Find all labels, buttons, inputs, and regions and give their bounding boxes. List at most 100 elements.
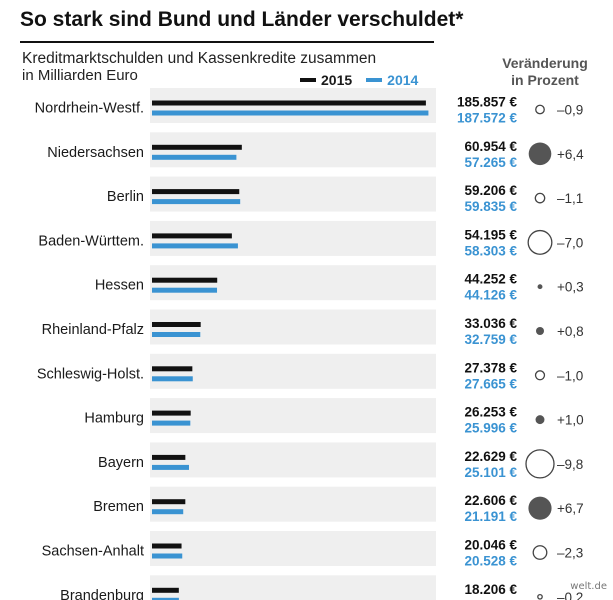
category-label: Brandenburg bbox=[60, 588, 144, 600]
change-label: –9,8 bbox=[557, 457, 583, 472]
row-band bbox=[150, 575, 436, 600]
row-band bbox=[150, 353, 436, 389]
bar-2015 bbox=[152, 100, 426, 106]
value-label-2015: 54.195 € bbox=[464, 227, 517, 242]
change-label: –1,1 bbox=[557, 191, 583, 206]
value-label-2014: 18.249 € bbox=[464, 598, 517, 600]
category-label: Niedersachsen bbox=[47, 145, 144, 161]
value-label-2015: 185.857 € bbox=[457, 95, 518, 110]
value-label-2015: 59.206 € bbox=[464, 183, 517, 198]
bar-2014 bbox=[152, 243, 238, 249]
value-label-2015: 22.606 € bbox=[464, 493, 517, 508]
bar-2015 bbox=[152, 454, 186, 460]
value-label-2015: 20.046 € bbox=[464, 538, 517, 553]
bar-2015 bbox=[152, 499, 186, 505]
bar-2015 bbox=[152, 233, 232, 239]
category-label: Baden-Württem. bbox=[38, 233, 144, 249]
legend: 2015 2014 bbox=[300, 72, 432, 88]
change-bubble-negative bbox=[525, 449, 555, 479]
category-label: Hessen bbox=[95, 278, 144, 294]
change-label: –0,9 bbox=[557, 103, 583, 118]
change-bubble-positive bbox=[537, 284, 543, 290]
bar-2014 bbox=[152, 110, 429, 116]
value-label-2014: 187.572 € bbox=[457, 111, 518, 126]
change-bubble-negative bbox=[534, 370, 546, 381]
value-label-2015: 18.206 € bbox=[464, 582, 517, 597]
change-label: +6,7 bbox=[557, 501, 584, 516]
bar-2015 bbox=[152, 277, 218, 283]
bar-2014 bbox=[152, 420, 191, 426]
bar-2014 bbox=[152, 332, 201, 337]
bar-2015 bbox=[152, 189, 240, 195]
bar-2014 bbox=[152, 287, 218, 293]
value-label-2015: 27.378 € bbox=[464, 360, 517, 375]
value-label-2015: 33.036 € bbox=[464, 316, 517, 331]
value-label-2015: 22.629 € bbox=[464, 449, 517, 464]
legend-swatch-2015 bbox=[300, 78, 316, 82]
watermark: welt.de bbox=[570, 581, 607, 592]
title-underline bbox=[20, 41, 434, 43]
row-band bbox=[150, 398, 436, 434]
legend-label-2015: 2015 bbox=[321, 72, 353, 88]
change-label: +1,0 bbox=[557, 413, 584, 428]
change-label: –7,0 bbox=[557, 235, 583, 250]
bar-2014 bbox=[152, 199, 241, 205]
legend-item-2015: 2015 bbox=[300, 72, 352, 88]
change-label: +0,8 bbox=[557, 324, 584, 339]
row-band bbox=[150, 442, 436, 478]
bar-2015 bbox=[152, 587, 179, 593]
change-bubble-negative bbox=[537, 593, 543, 600]
bar-2015 bbox=[152, 543, 182, 549]
bar-2014 bbox=[152, 376, 193, 382]
value-label-2015: 44.252 € bbox=[464, 272, 517, 287]
category-label: Berlin bbox=[107, 189, 144, 205]
value-label-2014: 27.665 € bbox=[464, 376, 517, 391]
bar-2015 bbox=[152, 410, 191, 416]
change-label: –2,3 bbox=[557, 546, 583, 561]
value-label-2014: 25.996 € bbox=[464, 421, 517, 436]
row-band bbox=[150, 531, 436, 566]
change-label: –1,0 bbox=[557, 368, 583, 383]
bar-2014 bbox=[152, 553, 183, 559]
value-label-2014: 21.191 € bbox=[464, 509, 517, 524]
change-header-line1: Veränderung bbox=[502, 55, 588, 71]
change-label: –0,2 bbox=[557, 590, 583, 600]
bar-2015 bbox=[152, 366, 193, 372]
value-label-2014: 57.265 € bbox=[464, 155, 517, 170]
change-label: +6,4 bbox=[557, 147, 584, 162]
category-label: Nordrhein-Westf. bbox=[35, 101, 144, 117]
category-label: Hamburg bbox=[84, 411, 144, 427]
bar-2014 bbox=[152, 509, 184, 515]
value-label-2014: 58.303 € bbox=[464, 243, 517, 258]
change-label: +0,3 bbox=[557, 280, 584, 295]
change-bubble-negative bbox=[527, 229, 553, 255]
change-bubble-negative bbox=[534, 192, 546, 204]
value-label-2015: 60.954 € bbox=[464, 139, 517, 154]
change-bubble-positive bbox=[528, 496, 552, 520]
change-column-header: Veränderung in Prozent bbox=[480, 55, 610, 89]
chart-subtitle: Kreditmarktschulden und Kassenkredite zu… bbox=[22, 50, 377, 67]
category-label: Schleswig-Holst. bbox=[37, 366, 144, 382]
bar-2015 bbox=[152, 144, 242, 150]
value-label-2014: 25.101 € bbox=[464, 465, 517, 480]
bar-2014 bbox=[152, 597, 179, 600]
category-label: Sachsen-Anhalt bbox=[42, 544, 144, 560]
bar-2014 bbox=[152, 154, 237, 160]
bar-2014 bbox=[152, 464, 189, 470]
row-band bbox=[150, 486, 436, 522]
legend-item-2014: 2014 bbox=[366, 72, 418, 88]
value-label-2014: 59.835 € bbox=[464, 199, 517, 214]
change-bubble-positive bbox=[528, 142, 552, 166]
change-header-line2: in Prozent bbox=[511, 72, 579, 88]
chart-title: So stark sind Bund und Länder verschulde… bbox=[20, 8, 464, 31]
value-label-2014: 20.528 € bbox=[464, 554, 517, 569]
chart-unit: in Milliarden Euro bbox=[22, 67, 138, 84]
category-label: Bremen bbox=[93, 499, 144, 515]
change-bubble-negative bbox=[532, 545, 548, 560]
category-label: Rheinland-Pfalz bbox=[42, 322, 144, 338]
value-label-2015: 26.253 € bbox=[464, 405, 517, 420]
value-label-2014: 32.759 € bbox=[464, 332, 517, 347]
change-bubble-positive bbox=[535, 415, 545, 425]
change-bubble-positive bbox=[536, 327, 544, 335]
